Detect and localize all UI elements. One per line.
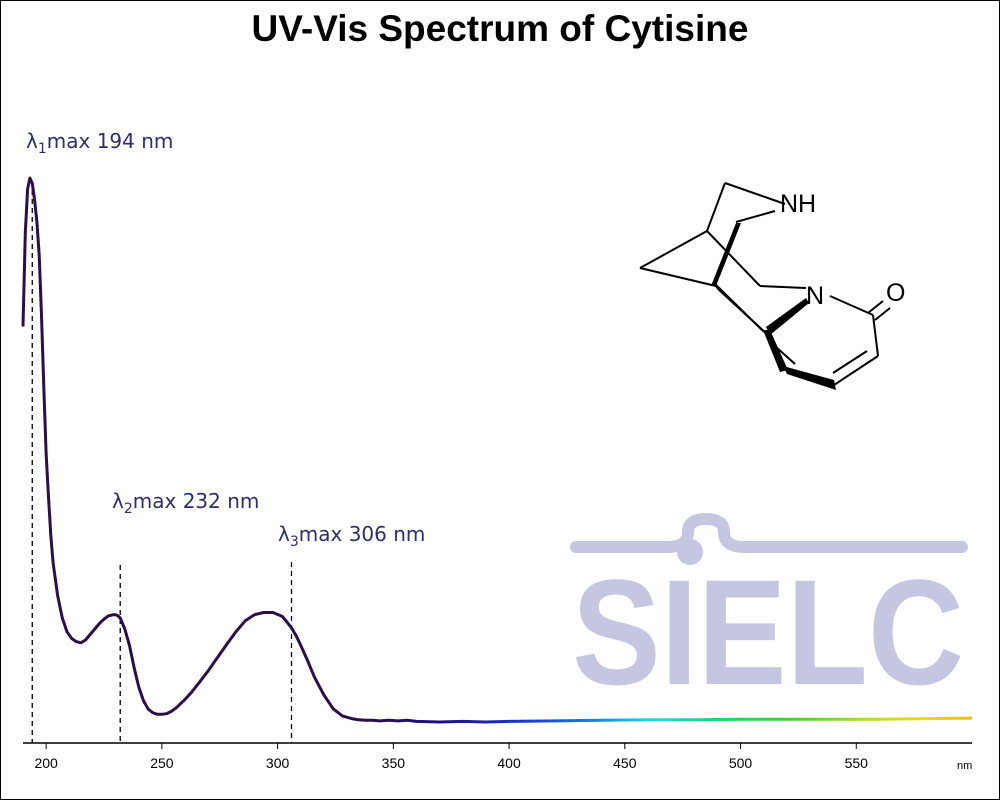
x-tick-label: 500 [729, 755, 753, 771]
bond [706, 182, 726, 232]
bond [759, 285, 807, 289]
wedge-bond [783, 366, 836, 390]
atom-label-n: N [806, 282, 824, 310]
atom-label-nh: NH [780, 190, 816, 218]
peak-label: λ3max 306 nm [278, 522, 425, 550]
x-tick-label: 550 [845, 755, 869, 771]
x-tick-label: 300 [266, 755, 290, 771]
bond [872, 314, 879, 357]
bond [706, 230, 761, 287]
x-tick-label: 350 [382, 755, 406, 771]
bond [735, 210, 776, 223]
bond [874, 307, 891, 321]
x-axis-unit: nm [957, 760, 972, 772]
wedge-bond [763, 330, 788, 372]
x-axis-ticks: 200 250 300 350 400 450 500 550 [34, 743, 868, 771]
sielc-watermark: SIELC [570, 512, 968, 716]
bond [639, 267, 717, 287]
bond [724, 182, 786, 205]
bond [867, 300, 884, 314]
x-tick-label: 200 [34, 755, 58, 771]
x-axis: nm [23, 742, 972, 772]
watermark-arc [570, 512, 968, 553]
bond [829, 295, 874, 316]
atom-label-o: O [886, 279, 905, 307]
watermark-text: SIELC [572, 548, 964, 716]
spectrum-line [21, 176, 973, 724]
bond [775, 346, 796, 365]
wedge-bond [712, 281, 769, 336]
x-tick-label: 250 [150, 755, 174, 771]
watermark-dot [677, 539, 703, 565]
x-tick-label: 400 [497, 755, 521, 771]
x-tick-label: 450 [613, 755, 637, 771]
wedge-bond [711, 223, 741, 286]
chart-title: UV-Vis Spectrum of Cytisine [251, 8, 749, 49]
bond [832, 350, 868, 374]
wedge-bond [766, 298, 809, 335]
cytisine-structure: NH N O [639, 182, 905, 390]
peak-label: λ1max 194 nm [26, 129, 173, 157]
bond [833, 355, 879, 386]
peak-markers: λ1max 194 nm λ2max 232 nm λ3max 306 nm [26, 129, 425, 743]
peak-label: λ2max 232 nm [112, 489, 259, 517]
bond [639, 230, 708, 269]
